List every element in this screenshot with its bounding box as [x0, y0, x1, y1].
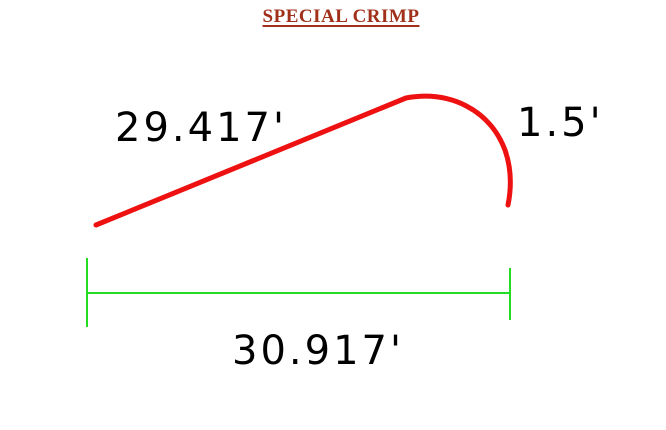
overall-length-label: 30.917' — [232, 328, 404, 374]
drawing-title: SPECIAL CRIMP — [262, 6, 420, 27]
curl-radius-label: 1.5' — [517, 100, 604, 146]
overall-dimension — [86, 258, 511, 327]
crimp-profile-line — [93, 93, 513, 228]
slope-length-label: 29.417' — [115, 105, 287, 151]
